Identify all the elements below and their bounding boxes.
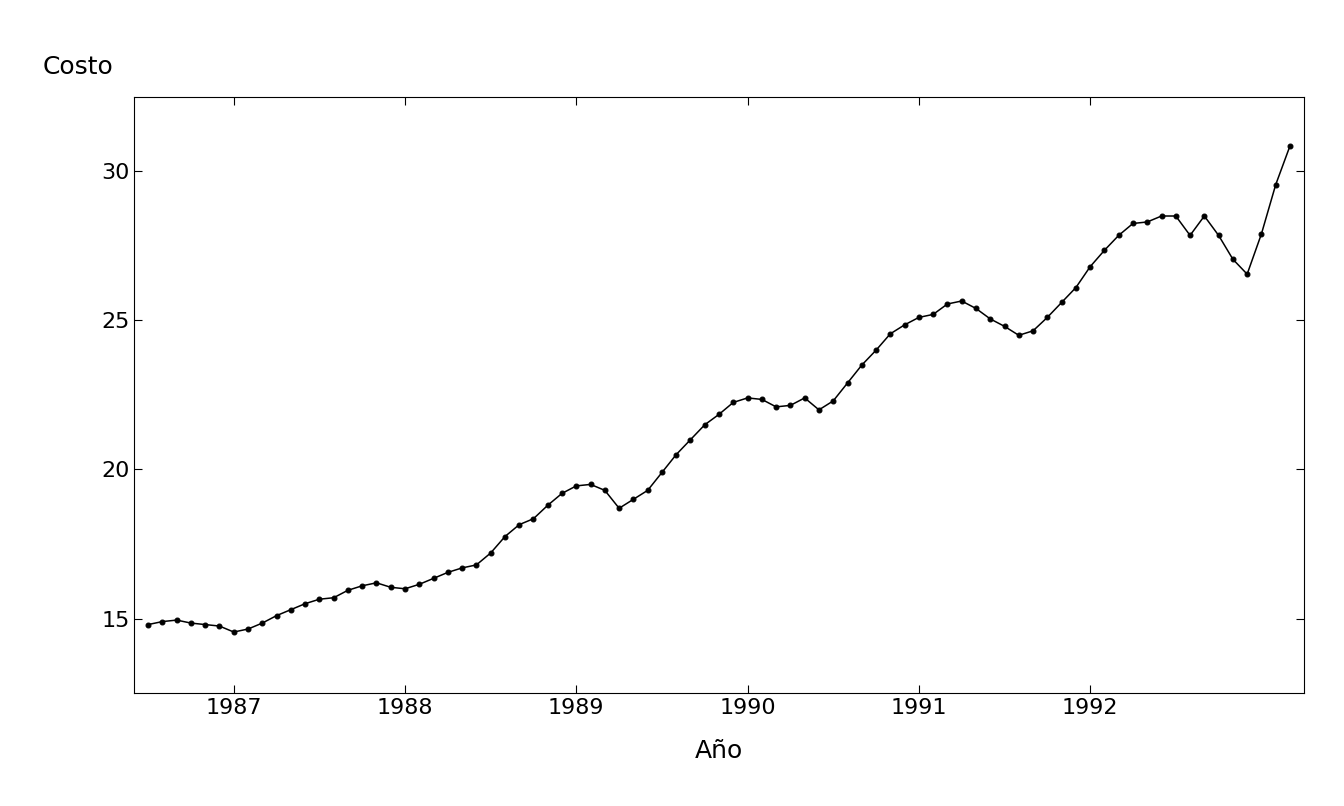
- Y-axis label: Costo: Costo: [43, 55, 114, 79]
- X-axis label: Año: Año: [695, 739, 743, 762]
